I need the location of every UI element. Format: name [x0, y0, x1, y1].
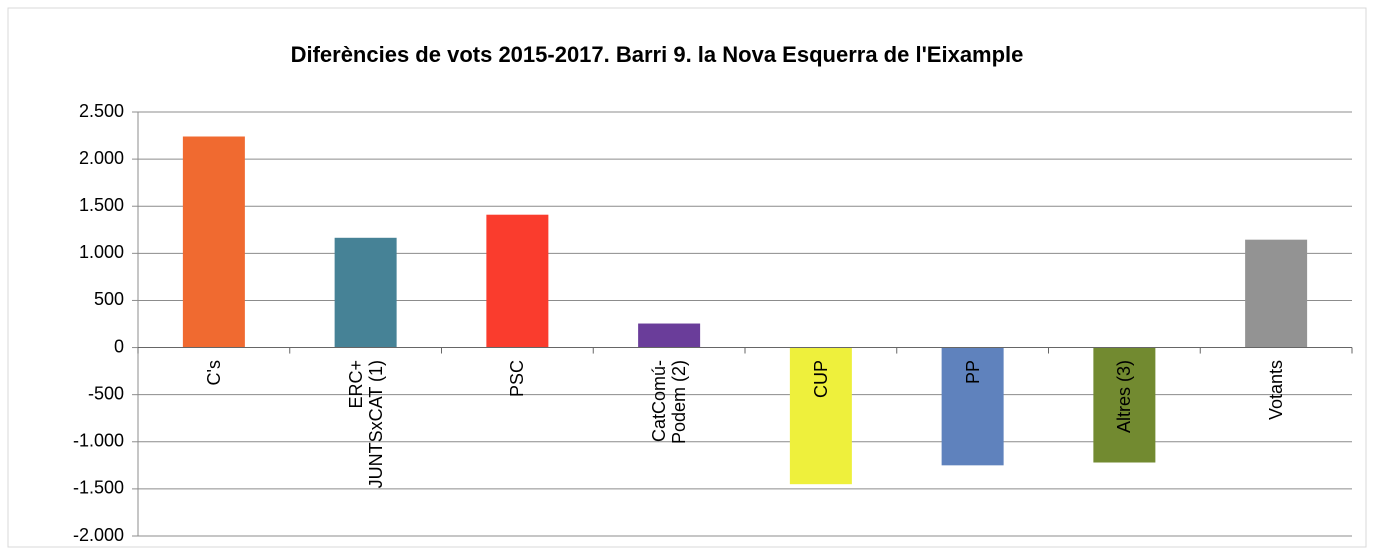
bar	[334, 237, 397, 348]
y-tick-label: 1.000	[79, 242, 124, 262]
x-tick-label: CatComú- Podem (2)	[649, 359, 690, 444]
y-tick-label: -500	[88, 383, 124, 403]
bar	[941, 347, 1004, 466]
bar	[1093, 347, 1156, 463]
chart-title: Diferències de vots 2015-2017. Barri 9. …	[291, 42, 1024, 67]
bar	[638, 323, 701, 348]
y-tick-label: -1.000	[73, 431, 124, 451]
bar	[789, 347, 852, 485]
y-tick-label: -1.500	[73, 478, 124, 498]
y-tick-label: 0	[114, 336, 124, 356]
bar	[486, 214, 549, 348]
bar	[1245, 239, 1308, 348]
y-tick-label: 2.500	[79, 101, 124, 121]
bar	[182, 136, 245, 348]
y-tick-label: -2.000	[73, 525, 124, 545]
y-tick-label: 500	[94, 289, 124, 309]
x-tick-label: Votants	[1266, 359, 1287, 420]
y-tick-label: 2.000	[79, 148, 124, 168]
x-tick-label: PSC	[507, 359, 528, 397]
x-tick-label: ERC+ JUNTSxCAT (1)	[345, 359, 386, 488]
x-tick-label: CUP	[810, 359, 831, 398]
x-tick-label: Altres (3)	[1114, 359, 1135, 433]
x-tick-label: C's	[203, 359, 224, 385]
y-tick-label: 1.500	[79, 195, 124, 215]
x-tick-label: PP	[962, 359, 983, 384]
